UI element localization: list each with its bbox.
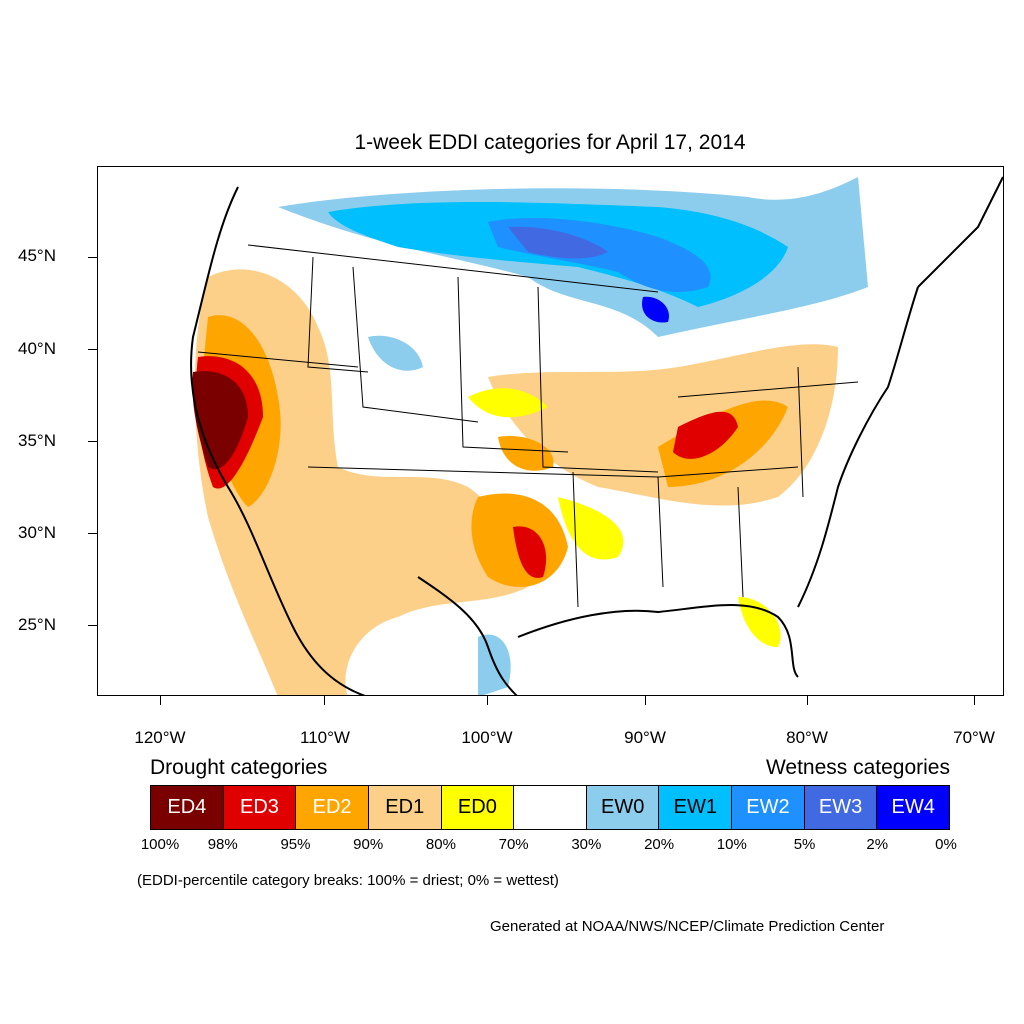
category-fields (192, 177, 868, 695)
eddi-map (97, 166, 1004, 696)
map-title: 1-week EDDI categories for April 17, 201… (354, 131, 746, 154)
lon-label-120w: 120°W (134, 728, 186, 747)
legend-swatch-normal (514, 786, 587, 829)
lon-label-90w: 90°W (624, 728, 666, 747)
lon-tick (160, 696, 161, 705)
legend-break-label: 70% (498, 836, 529, 853)
lat-label-35: 35°N (18, 431, 56, 450)
field-ed0 (558, 497, 624, 560)
lon-tick (974, 696, 975, 705)
legend-break-label: 20% (644, 836, 675, 853)
lon-tick (487, 696, 488, 705)
legend-break-label: 2% (866, 836, 889, 853)
lat-label-45: 45°N (18, 246, 56, 265)
lon-label-70w: 70°W (953, 728, 995, 747)
legend-break-label: 95% (280, 836, 311, 853)
credit-line: Generated at NOAA/NWS/NCEP/Climate Predi… (490, 918, 885, 935)
lat-label-40: 40°N (18, 339, 56, 358)
legend-break-label: 10% (716, 836, 747, 853)
legend-break-label: 0% (935, 836, 957, 853)
drought-heading: Drought categories (150, 756, 328, 779)
legend-swatch-ew1: EW1 (659, 786, 733, 829)
lat-label-25: 25°N (18, 615, 56, 634)
field-ew3 (508, 226, 608, 259)
lat-tick (88, 441, 97, 442)
legend-break-label: 5% (793, 836, 816, 853)
lon-label-100w: 100°W (461, 728, 513, 747)
field-ed3 (673, 411, 738, 459)
lat-tick (88, 349, 97, 350)
legend-swatch-ew0: EW0 (586, 786, 660, 829)
field-ew0 (368, 335, 423, 371)
lat-tick (88, 533, 97, 534)
lat-tick (88, 257, 97, 258)
wetness-heading: Wetness categories (765, 756, 950, 779)
legend-break-label: 30% (571, 836, 602, 853)
legend-swatch-ed4: ED4 (151, 786, 224, 829)
lon-label-110w: 110°W (300, 728, 350, 747)
lat-label-30: 30°N (18, 523, 56, 542)
eddi-map-canvas (190, 176, 1003, 695)
legend-break-label: 98% (207, 836, 238, 853)
category-legend: ED4 ED3 ED2 ED1 ED0 EW0 EW1 EW2 EW3 EW4 (150, 785, 950, 830)
legend-break-label: 100% (140, 836, 180, 853)
field-ed1 (194, 269, 528, 695)
field-ed1 (488, 344, 838, 506)
legend-break-label: 80% (425, 836, 456, 853)
lon-tick (324, 696, 325, 705)
field-ew4 (642, 296, 669, 323)
lat-tick (88, 625, 97, 626)
legend-swatch-ew4: EW4 (877, 786, 950, 829)
lon-tick (645, 696, 646, 705)
state-boundaries (197, 244, 859, 608)
field-ed0 (738, 597, 781, 647)
legend-swatch-ed1: ED1 (368, 786, 442, 829)
field-ed3 (513, 526, 547, 578)
breaks-note: (EDDI-percentile category breaks: 100% =… (137, 872, 559, 889)
lon-tick (807, 696, 808, 705)
legend-swatch-ew2: EW2 (732, 786, 805, 829)
field-ed0 (468, 388, 548, 418)
legend-break-label: 90% (353, 836, 384, 853)
legend-swatch-ew3: EW3 (804, 786, 878, 829)
coastline (190, 176, 1003, 695)
legend-swatch-ed3: ED3 (223, 786, 297, 829)
legend-swatch-ed0: ED0 (441, 786, 515, 829)
lon-label-80w: 80°W (786, 728, 828, 747)
legend-swatch-ed2: ED2 (296, 786, 369, 829)
field-ed2 (498, 436, 554, 471)
